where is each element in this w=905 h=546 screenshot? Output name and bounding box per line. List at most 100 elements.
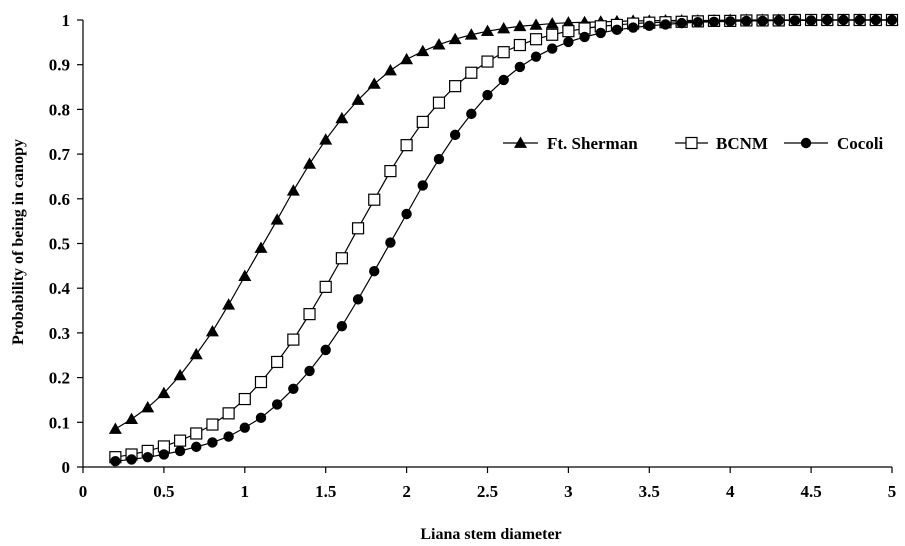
y-tick-label: 0.1 xyxy=(49,413,70,432)
x-tick-label: 3 xyxy=(564,482,573,501)
data-point-cocoli xyxy=(449,129,461,141)
data-point-bcnm xyxy=(287,333,300,346)
data-point-bcnm xyxy=(319,280,332,293)
y-axis-ticks: 0 0.1 0.2 0.3 0.4 0.5 0.6 0.7 0.8 0.9 1 xyxy=(49,11,83,477)
legend-marker xyxy=(685,136,698,150)
data-point-ft-sherman xyxy=(561,16,575,28)
data-point-cocoli xyxy=(870,14,882,26)
data-point-cocoli xyxy=(482,89,493,101)
data-point-bcnm xyxy=(254,375,268,389)
data-point-ft-sherman xyxy=(448,32,462,45)
data-point-cocoli xyxy=(741,15,752,27)
data-point-cocoli xyxy=(142,451,153,463)
data-point-bcnm xyxy=(416,115,429,129)
data-point-bcnm xyxy=(271,355,284,369)
data-point-cocoli xyxy=(239,422,250,433)
data-point-cocoli xyxy=(271,399,283,410)
data-point-cocoli xyxy=(627,22,639,33)
y-tick-label: 0.3 xyxy=(49,324,70,343)
data-point-bcnm xyxy=(190,427,203,440)
y-tick-label: 0 xyxy=(62,458,71,477)
data-point-cocoli xyxy=(255,412,267,424)
y-tick-label: 0.8 xyxy=(49,100,70,119)
data-point-bcnm xyxy=(449,80,462,93)
data-point-ft-sherman xyxy=(189,347,203,360)
data-point-ft-sherman xyxy=(173,368,187,381)
data-point-cocoli xyxy=(660,19,671,30)
data-point-ft-sherman xyxy=(513,19,527,32)
data-point-ft-sherman xyxy=(497,21,511,34)
data-point-cocoli xyxy=(158,449,170,460)
data-point-cocoli xyxy=(692,17,704,28)
legend-item-ft-sherman: Ft. Sherman xyxy=(503,134,638,153)
data-point-ft-sherman xyxy=(141,401,155,413)
x-tick-label: 0 xyxy=(79,482,88,501)
data-point-bcnm xyxy=(513,38,526,52)
x-tick-label: 3.5 xyxy=(639,482,660,501)
data-point-cocoli xyxy=(514,61,526,73)
legend-label: Cocoli xyxy=(837,134,884,153)
data-point-cocoli xyxy=(789,15,801,26)
data-point-bcnm xyxy=(400,139,413,152)
data-point-ft-sherman xyxy=(545,17,559,29)
x-tick-label: 4 xyxy=(726,482,735,501)
data-point-cocoli xyxy=(773,15,784,26)
x-tick-label: 2.5 xyxy=(477,482,498,501)
data-point-cocoli xyxy=(466,108,477,120)
data-point-cocoli xyxy=(288,383,299,394)
data-point-bcnm xyxy=(432,96,446,109)
data-point-ft-sherman xyxy=(529,18,543,30)
data-point-ft-sherman xyxy=(432,38,446,50)
data-point-cocoli xyxy=(757,15,768,27)
legend: Ft. Sherman BCNM Cocoli xyxy=(503,134,884,153)
data-point-cocoli xyxy=(886,14,898,26)
legend-marker xyxy=(800,137,812,149)
data-point-ft-sherman xyxy=(222,298,236,310)
x-axis-title: Liana stem diameter xyxy=(420,526,561,543)
data-point-cocoli xyxy=(304,365,315,377)
data-point-cocoli xyxy=(352,294,364,305)
data-point-cocoli xyxy=(838,14,849,26)
data-point-ft-sherman xyxy=(254,241,268,253)
data-point-bcnm xyxy=(497,46,510,59)
data-point-cocoli xyxy=(336,320,348,332)
x-tick-label: 4.5 xyxy=(800,482,821,501)
series-layer xyxy=(108,13,899,467)
data-point-ft-sherman xyxy=(464,28,478,40)
data-point-cocoli xyxy=(725,16,736,27)
data-point-bcnm xyxy=(368,193,381,206)
data-point-bcnm xyxy=(384,164,397,178)
data-point-cocoli xyxy=(854,14,865,26)
data-point-cocoli xyxy=(126,454,137,465)
data-point-ft-sherman xyxy=(383,64,397,76)
data-point-bcnm xyxy=(562,25,575,38)
data-point-cocoli xyxy=(320,344,331,356)
data-point-ft-sherman xyxy=(303,157,317,169)
data-point-bcnm xyxy=(206,418,219,431)
data-point-ft-sherman xyxy=(351,93,365,105)
data-point-ft-sherman xyxy=(238,269,252,282)
data-point-bcnm xyxy=(335,252,348,265)
data-point-cocoli xyxy=(417,180,428,191)
x-tick-label: 1 xyxy=(241,482,250,501)
x-tick-label: 2 xyxy=(402,482,411,501)
data-point-bcnm xyxy=(351,222,365,235)
data-point-cocoli xyxy=(191,441,202,453)
legend-item-bcnm: BCNM xyxy=(675,134,768,153)
data-point-cocoli xyxy=(805,15,817,26)
series-line-cocoli xyxy=(115,19,892,462)
x-tick-label: 1.5 xyxy=(315,482,336,501)
data-point-cocoli xyxy=(708,16,720,27)
x-axis-ticks: 0 0.5 1 1.5 2 2.5 3 3.5 4 4.5 5 xyxy=(79,467,896,501)
data-point-ft-sherman xyxy=(270,213,284,225)
x-tick-label: 0.5 xyxy=(153,482,174,501)
data-point-cocoli xyxy=(385,237,396,248)
legend-item-cocoli: Cocoli xyxy=(784,134,884,153)
axes xyxy=(82,20,892,468)
legend-label: BCNM xyxy=(716,134,768,153)
data-point-ft-sherman xyxy=(335,111,349,124)
data-point-bcnm xyxy=(238,392,251,406)
data-point-cocoli xyxy=(174,445,186,457)
data-point-ft-sherman xyxy=(108,422,122,434)
